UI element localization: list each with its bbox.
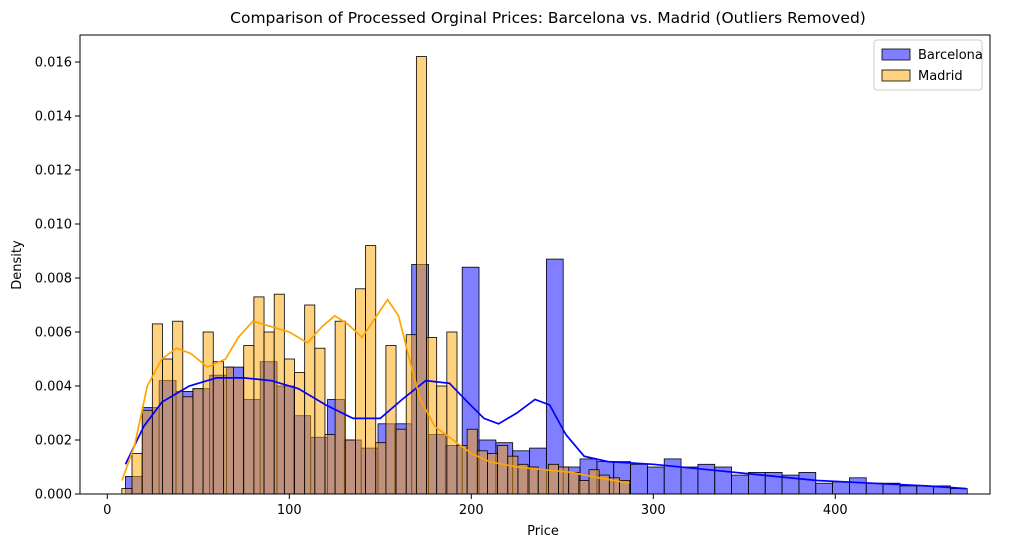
madrid-bar (314, 347, 326, 495)
madrid-bar (273, 293, 285, 495)
madrid-bar (334, 320, 346, 495)
madrid-bar (324, 434, 336, 495)
madrid-bar (497, 444, 509, 495)
x-axis: 0 100 200 300 400 (103, 494, 848, 518)
madrid-bar (253, 296, 265, 495)
y-tick-label: 0.016 (35, 56, 72, 71)
barcelona-bar (815, 482, 833, 495)
x-tick-label: 200 (459, 503, 484, 518)
plot-area (79, 34, 991, 495)
barcelona-bar (731, 474, 749, 495)
madrid-bar (283, 358, 295, 495)
y-tick-label: 0.002 (35, 434, 72, 449)
madrid-bar (415, 56, 427, 495)
plot-frame (79, 34, 991, 495)
barcelona-bar (865, 482, 884, 495)
y-axis: 0.000 0.002 0.004 0.006 0.008 0.010 0.012 0.014… (35, 56, 80, 503)
madrid-bar (446, 331, 458, 495)
x-tick-label: 100 (277, 503, 302, 518)
madrid-bar (436, 385, 448, 495)
y-tick-label: 0.004 (35, 380, 72, 395)
madrid-bar (527, 466, 539, 495)
y-tick-label: 0.010 (35, 218, 72, 233)
madrid-bar (547, 463, 559, 495)
y-tick-label: 0.006 (35, 326, 72, 341)
legend-label-barcelona: Barcelona (918, 48, 983, 63)
madrid-kde-line (121, 298, 630, 485)
legend-label-madrid: Madrid (918, 69, 963, 84)
madrid-bar (202, 331, 214, 495)
legend-swatch-madrid (881, 69, 911, 82)
legend: Barcelona Madrid (873, 39, 983, 91)
madrid-bar (263, 331, 275, 495)
madrid-bar (537, 469, 549, 495)
madrid-bar (385, 345, 397, 495)
madrid-bar (233, 377, 245, 495)
y-axis-label: Density (10, 240, 25, 290)
y-tick-label: 0.014 (35, 110, 72, 125)
madrid-bar (212, 361, 224, 495)
madrid-bar (304, 304, 316, 495)
barcelona-kde-line (124, 377, 967, 490)
legend-swatch-barcelona (881, 48, 911, 61)
series-madrid-bars (121, 56, 631, 495)
madrid-bar (466, 428, 478, 495)
barcelona-bar (663, 458, 682, 495)
madrid-bar (456, 444, 468, 495)
barcelona-bar (798, 471, 817, 495)
madrid-bar (375, 442, 387, 495)
madrid-bar (162, 358, 174, 495)
madrid-bar (223, 366, 234, 495)
madrid-bar (588, 469, 600, 495)
madrid-bar (192, 388, 204, 495)
barcelona-bar (630, 463, 648, 495)
y-tick-label: 0.000 (35, 488, 72, 503)
madrid-bar (578, 480, 590, 495)
madrid-bar (355, 288, 366, 495)
x-tick-label: 300 (641, 503, 666, 518)
madrid-bar (568, 471, 580, 495)
barcelona-bar (680, 466, 699, 495)
y-tick-label: 0.008 (35, 272, 72, 287)
chart-title: Comparison of Processed Orginal Prices: … (230, 9, 866, 27)
barcelona-bar (646, 466, 665, 495)
barcelona-bar (832, 481, 850, 495)
x-axis-label: Price (527, 524, 559, 539)
madrid-bar (426, 336, 438, 495)
madrid-bar (172, 320, 184, 495)
barcelona-bar (899, 485, 918, 495)
madrid-bar (243, 345, 255, 495)
x-tick-label: 0 (103, 503, 111, 518)
barcelona-bar (545, 258, 564, 495)
madrid-bar (405, 334, 417, 495)
madrid-bar (344, 439, 356, 495)
barcelona-bar (950, 488, 968, 495)
x-tick-label: 400 (823, 503, 848, 518)
madrid-bar (507, 455, 519, 495)
barcelona-bar (916, 485, 934, 495)
madrid-bar (121, 488, 133, 495)
y-tick-label: 0.012 (35, 164, 72, 179)
madrid-bar (487, 453, 499, 495)
madrid-bar (395, 428, 407, 495)
madrid-bar (365, 245, 377, 495)
barcelona-bar (849, 477, 867, 495)
madrid-bar (182, 396, 194, 495)
madrid-bar (131, 453, 143, 495)
